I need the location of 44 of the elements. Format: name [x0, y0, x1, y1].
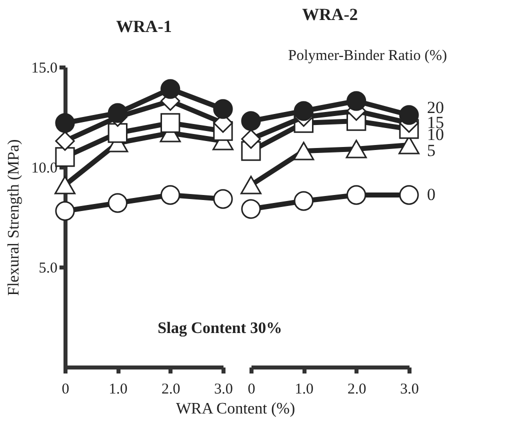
point [346, 185, 366, 205]
point [55, 201, 75, 221]
series-label: 20 [427, 98, 444, 117]
point [240, 176, 262, 194]
point [54, 176, 76, 194]
x-tick-label: 3.0 [400, 382, 419, 398]
point [399, 105, 419, 125]
x-tick-label: 2.0 [347, 382, 366, 398]
y-axis-title: Flexural Strength (MPa) [5, 139, 22, 296]
point [241, 129, 261, 149]
point [294, 191, 314, 211]
point [55, 131, 75, 151]
point [55, 147, 75, 167]
point [160, 185, 180, 205]
x-tick-label: 2.0 [161, 382, 180, 398]
x-tick-label: 3.0 [214, 382, 233, 398]
point [346, 91, 366, 111]
point [241, 199, 261, 219]
annotation: Slag Content 30% [158, 320, 282, 337]
point [108, 123, 128, 143]
point [399, 185, 419, 205]
point [346, 140, 367, 158]
point [160, 113, 180, 133]
x-tick-label: 0 [248, 382, 256, 398]
x-tick-label: 1.0 [108, 382, 128, 398]
series-label: 0 [427, 185, 436, 204]
point [241, 111, 261, 131]
y-tick-label: 15.0 [31, 60, 58, 76]
x-tick-label: 1.0 [294, 382, 314, 398]
point [160, 79, 180, 99]
chart-title: WRA-1 [116, 17, 172, 36]
point [293, 142, 314, 160]
point [213, 189, 233, 209]
point [108, 193, 128, 213]
chart-title: WRA-2 [302, 5, 358, 24]
point [213, 99, 233, 119]
x-tick-label: 0 [62, 382, 70, 398]
y-tick-label: 10.0 [31, 160, 58, 176]
x-axis-title: WRA Content (%) [176, 400, 296, 418]
point [294, 101, 314, 121]
point [55, 113, 75, 133]
y-tick-label: 5.0 [38, 260, 58, 276]
legend-title: Polymer-Binder Ratio (%) [288, 48, 447, 64]
series-label: 5 [427, 141, 436, 160]
